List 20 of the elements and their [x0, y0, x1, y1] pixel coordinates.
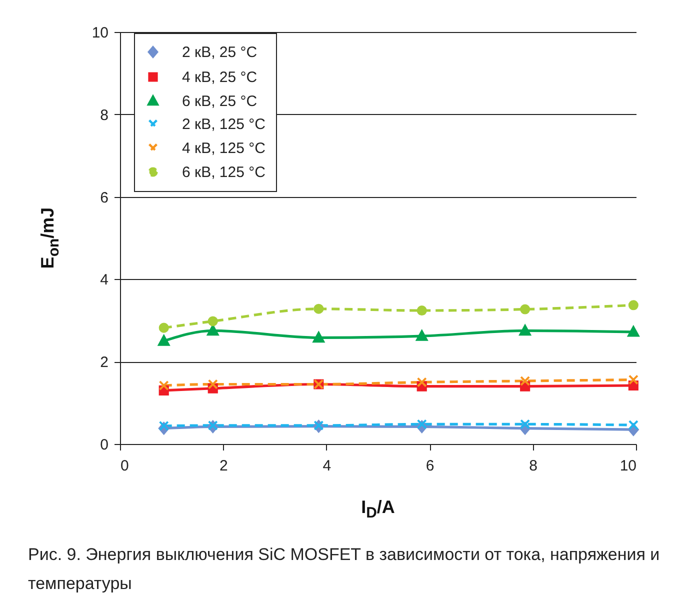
x-tick-label: 2 — [220, 458, 228, 474]
x-axis-title: I$_{D}$/A — [361, 497, 395, 522]
y-tick-label: 4 — [100, 272, 108, 289]
x-tick-label: 4 — [322, 458, 332, 474]
x-tick-label: 0 — [120, 458, 129, 474]
text: Рис. 9. Энергия выключения SiC MOSFET в зависимости от тока, напряжения и температуры — [28, 544, 661, 595]
y-tick-label: 6 — [100, 189, 108, 206]
y-tick-label: 0 — [100, 436, 108, 454]
x-tick-label: 10 — [620, 458, 636, 474]
y-tick-label: 10 — [92, 24, 108, 42]
legend-label: 2 кВ, 125 °C — [182, 116, 266, 133]
x-tick-label: 8 — [529, 458, 538, 474]
y-tick-label: 2 — [100, 354, 108, 372]
legend-label: 2 кВ, 25 °C — [182, 44, 258, 61]
y-tick-label: 8 — [100, 106, 108, 124]
legend-label: 6 кВ, 25 °C — [182, 93, 258, 110]
legend-label: 4 кВ, 125 °C — [182, 140, 266, 157]
x-tick-label: 6 — [426, 458, 434, 474]
legend-label: 6 кВ, 125 °C — [182, 164, 266, 181]
legend-label: 4 кВ, 25 °C — [182, 69, 258, 86]
